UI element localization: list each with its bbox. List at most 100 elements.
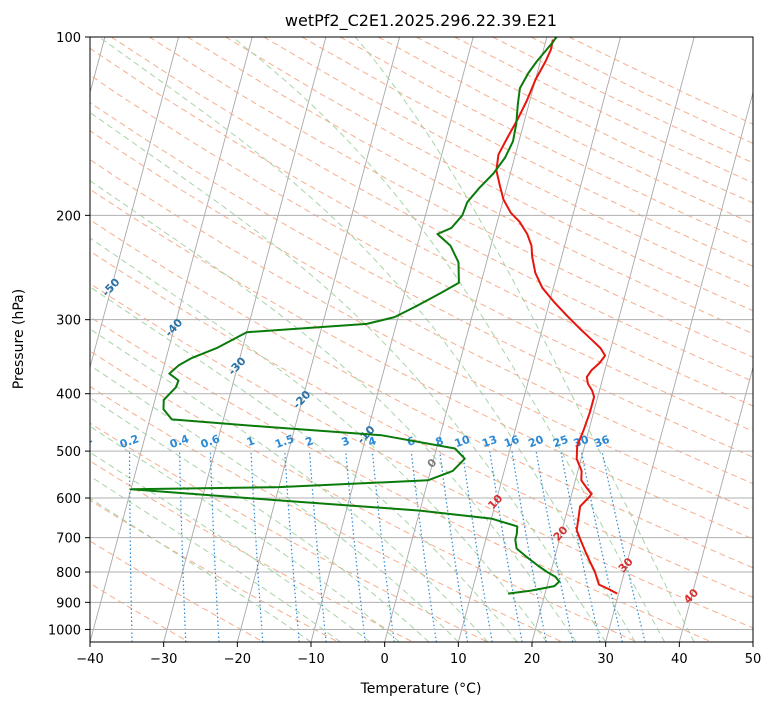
isotherm-line: [605, 90, 753, 642]
x-tick-label: −10: [297, 652, 324, 667]
x-tick-label: −20: [224, 652, 251, 667]
dry-adiabat-line: [90, 188, 753, 540]
y-axis-ticks: 100 200 300 400 500 600 700 800 900 1000: [48, 31, 90, 638]
isotherm-line: [236, 37, 401, 642]
y-tick-label: 600: [56, 492, 81, 507]
mixing-ratio-line: [511, 451, 547, 642]
mixing-ratio-line: [461, 451, 493, 642]
x-tick-label: 40: [671, 652, 688, 667]
moist-adiabat-line: [90, 180, 577, 642]
mixing-ratio-label: 25: [551, 433, 570, 450]
isotherm-line: [457, 37, 622, 642]
moist-adiabat-line: [90, 328, 489, 642]
y-tick-label: 800: [56, 566, 81, 581]
dry-adiabat-line: [263, 37, 753, 289]
dry-adiabat-line: [416, 37, 753, 204]
dry-adiabat-line: [149, 37, 753, 358]
dry-adiabat-line: [90, 159, 753, 512]
dry-adiabat-line: [90, 282, 753, 629]
x-axis-ticks: −40 −30 −20 −10 0 10 20 30 40 50: [76, 642, 761, 667]
mixing-ratio-line: [284, 451, 300, 642]
mixing-ratio-label: 36: [593, 433, 612, 451]
moist-adiabat-line: [90, 451, 371, 642]
moist-adiabat-line: [90, 286, 518, 642]
moist-adiabat-line: [90, 497, 312, 642]
x-tick-label: 30: [597, 652, 614, 667]
y-tick-label: 500: [56, 445, 81, 460]
y-tick-label: 300: [56, 314, 81, 329]
mixing-ratio-label: 1.5: [273, 432, 296, 451]
zero-isotherm-label: 0: [425, 456, 440, 471]
mixing-ratio-label: 0.2: [118, 432, 141, 451]
mixing-ratio-label: 1: [245, 434, 257, 449]
mixing-ratio-line: [410, 451, 437, 642]
isotherm-label: -30: [226, 354, 249, 378]
dry-adiabat-line: [339, 37, 753, 246]
dry-adiabat-line: [90, 540, 264, 642]
dry-adiabat-line: [187, 37, 753, 335]
isotherm-label: -20: [290, 388, 313, 412]
dry-adiabat-line: [90, 385, 563, 642]
mixing-ratio-label: 0.1: [71, 432, 94, 451]
mixing-ratio-label: 13: [480, 433, 499, 450]
moist-adiabat-line: [354, 37, 695, 642]
dry-adiabat-line: [90, 102, 753, 458]
x-tick-label: 50: [745, 652, 762, 667]
background-lines: [82, 37, 753, 642]
x-tick-label: 10: [450, 652, 467, 667]
mixing-ratio-label: 2: [304, 434, 316, 449]
isotherm-line: [752, 640, 753, 642]
dry-adiabat-line: [110, 37, 753, 382]
dry-adiabat-line: [90, 130, 753, 485]
isotherm-label: -60: [39, 228, 62, 252]
dry-adiabat-line: [454, 37, 753, 184]
x-tick-label: −30: [150, 652, 177, 667]
mixing-ratio-line: [82, 451, 83, 642]
dry-adiabat-line: [90, 316, 712, 642]
y-tick-label: 1000: [48, 623, 81, 638]
dry-adiabat-label: 10: [485, 492, 505, 512]
mixing-ratio-label: 16: [502, 433, 521, 451]
isotherm-line: [384, 37, 548, 642]
mixing-ratio-line: [371, 451, 395, 642]
mixing-ratio-label: 10: [453, 433, 472, 451]
dry-adiabat-line: [530, 37, 753, 145]
x-axis-label: Temperature (°C): [360, 681, 482, 697]
x-tick-label: 20: [524, 652, 541, 667]
y-tick-label: 400: [56, 388, 81, 403]
profiles: [130, 37, 618, 595]
dry-adiabat-line: [225, 37, 753, 312]
y-tick-label: 900: [56, 596, 81, 611]
y-tick-label: 700: [56, 532, 81, 547]
mixing-ratio-label: 8: [434, 434, 446, 449]
mixing-ratio-line: [129, 451, 133, 642]
x-tick-label: −40: [76, 652, 103, 667]
isotherm-line: [531, 37, 695, 642]
dry-adiabat-line: [568, 37, 753, 125]
mixing-ratio-line: [580, 450, 623, 642]
y-tick-label: 100: [56, 31, 81, 46]
mixing-ratio-label: 3: [340, 434, 352, 449]
moist-adiabat-line: [90, 425, 400, 642]
mixing-ratio-line: [535, 450, 574, 642]
dry-adiabat-line: [90, 250, 753, 599]
mixing-ratio-label: 0.6: [199, 432, 222, 451]
moist-adiabat-line: [90, 475, 341, 642]
dry-adiabat-line: [90, 582, 190, 642]
y-axis-label: Pressure (hPa): [11, 289, 27, 389]
x-tick-label: 0: [381, 652, 389, 667]
mixing-ratio-label: 4: [366, 434, 378, 449]
dry-adiabat-line: [90, 422, 488, 642]
moist-adiabat-line: [90, 397, 430, 642]
isotherm-line: [90, 37, 253, 642]
isotherm-line: [163, 37, 327, 642]
isotherm-line: [678, 365, 753, 642]
dry-adiabat-line: [90, 74, 753, 432]
moist-adiabat-line: [90, 364, 459, 642]
chart-title: wetPf2_C2E1.2025.296.22.39.E21: [285, 11, 557, 31]
mixing-ratio-label: 0.4: [168, 432, 191, 451]
dry-adiabat-line: [90, 47, 753, 407]
mixing-ratio-line: [601, 450, 646, 642]
plot-frame: [89, 36, 754, 643]
